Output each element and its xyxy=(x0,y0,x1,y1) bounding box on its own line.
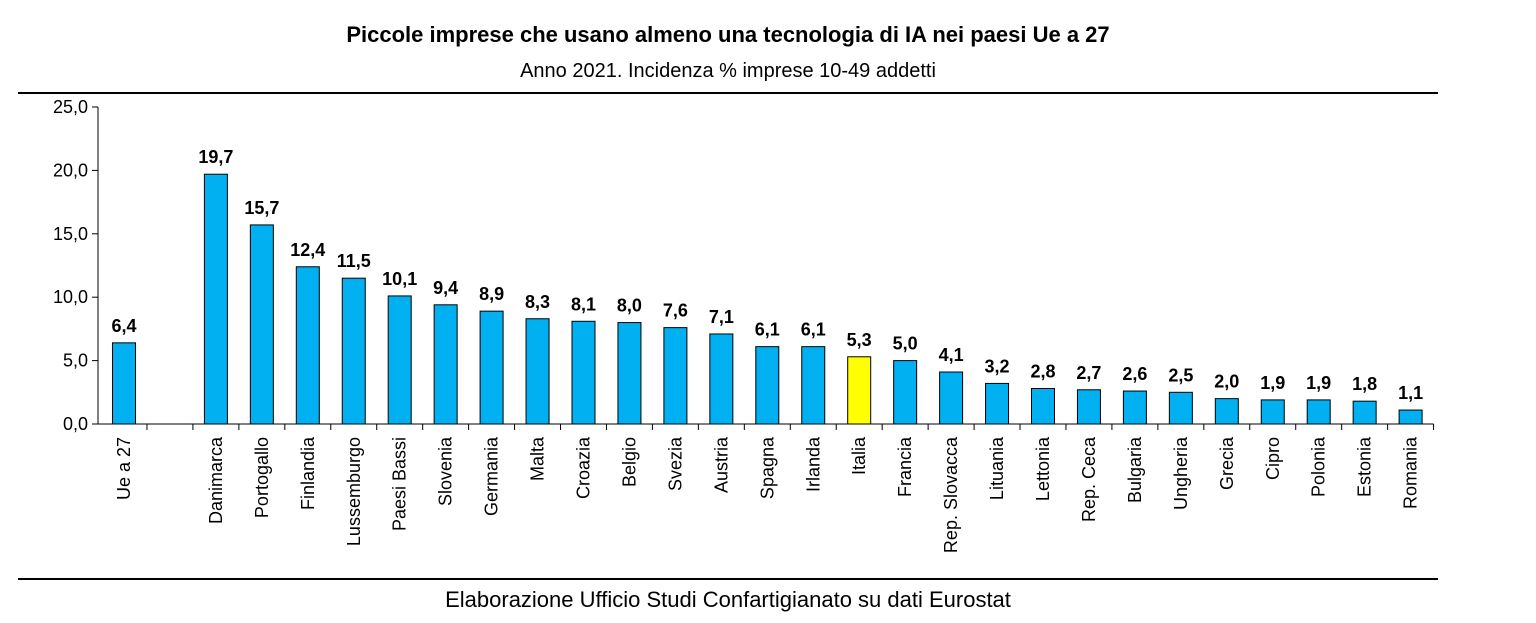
x-tick-label: Polonia xyxy=(1309,436,1329,497)
data-label: 1,9 xyxy=(1306,373,1331,393)
x-tick-label: Finlandia xyxy=(298,436,318,510)
bar xyxy=(801,346,826,425)
x-tick-label: Romania xyxy=(1401,436,1421,509)
bar xyxy=(1214,398,1239,425)
x-tick-label: Estonia xyxy=(1355,436,1375,497)
bar xyxy=(203,173,228,425)
x-tick-label: Portogallo xyxy=(252,437,272,518)
bar xyxy=(1260,399,1285,425)
bar xyxy=(479,310,504,425)
bar xyxy=(341,277,366,425)
bar xyxy=(939,371,964,425)
data-label: 19,7 xyxy=(198,147,233,167)
data-label: 8,0 xyxy=(617,296,642,316)
x-tick-label: Rep. Slovacca xyxy=(941,436,961,553)
data-label: 5,0 xyxy=(893,334,918,354)
bar xyxy=(1398,409,1423,425)
bar xyxy=(663,327,688,425)
bar xyxy=(1306,399,1331,425)
x-tick-label: Svezia xyxy=(665,436,685,491)
top-divider xyxy=(18,92,1438,94)
data-label: 2,5 xyxy=(1168,365,1193,385)
bottom-divider xyxy=(18,578,1438,580)
data-label: 11,5 xyxy=(337,251,371,271)
bar xyxy=(112,342,136,425)
x-tick-label: Ue a 27 xyxy=(114,437,134,500)
data-label: 9,4 xyxy=(433,278,458,298)
data-label: 12,4 xyxy=(290,240,325,260)
data-label: 2,0 xyxy=(1214,372,1239,392)
data-label: 3,2 xyxy=(985,356,1010,376)
x-tick-label: Lussemburgo xyxy=(344,437,364,546)
bar xyxy=(1031,387,1055,425)
y-tick-label: 20,0 xyxy=(53,160,88,180)
x-tick-label: Croazia xyxy=(574,436,594,499)
x-tick-label: Grecia xyxy=(1217,436,1237,490)
data-label: 8,3 xyxy=(525,292,550,312)
bar xyxy=(387,295,412,425)
data-label: 8,9 xyxy=(479,284,504,304)
y-tick-label: 25,0 xyxy=(53,97,88,117)
bar xyxy=(617,322,642,425)
x-tick-label: Belgio xyxy=(619,437,639,487)
x-tick-label: Bulgaria xyxy=(1125,436,1145,503)
data-label: 4,1 xyxy=(939,345,964,365)
x-tick-label: Irlanda xyxy=(803,436,823,492)
bar xyxy=(985,382,1010,425)
y-tick-label: 10,0 xyxy=(53,287,88,307)
x-tick-label: Lettonia xyxy=(1033,436,1053,501)
data-label: 6,4 xyxy=(111,316,136,336)
data-label: 2,8 xyxy=(1030,361,1055,381)
x-tick-label: Paesi Bassi xyxy=(390,437,410,531)
x-tick-label: Malta xyxy=(528,436,548,481)
chart-title: Piccole imprese che usano almeno una tec… xyxy=(346,22,1110,47)
data-label: 2,6 xyxy=(1122,364,1147,384)
data-label: 1,8 xyxy=(1352,374,1377,394)
x-tick-label: Rep. Ceca xyxy=(1079,436,1099,522)
x-tick-label: Austria xyxy=(711,436,731,493)
bar xyxy=(249,224,274,425)
bar xyxy=(1076,389,1101,425)
bar xyxy=(1122,390,1147,425)
data-label: 7,1 xyxy=(709,307,734,327)
data-label: 8,1 xyxy=(571,294,596,314)
x-tick-label: Cipro xyxy=(1263,437,1283,480)
x-tick-label: Ungheria xyxy=(1171,436,1191,510)
data-label: 15,7 xyxy=(244,198,279,218)
bar-highlight xyxy=(847,356,872,425)
bar xyxy=(755,346,780,425)
data-label: 7,6 xyxy=(663,301,688,321)
x-tick-label: Spagna xyxy=(757,436,777,499)
bar xyxy=(295,266,320,425)
bar xyxy=(433,304,458,425)
y-tick-label: 0,0 xyxy=(63,414,88,434)
data-label: 1,1 xyxy=(1398,383,1423,403)
x-tick-label: Germania xyxy=(482,436,502,516)
bar xyxy=(571,320,596,425)
x-tick-label: Lituania xyxy=(987,436,1007,500)
data-label: 6,1 xyxy=(801,320,826,340)
x-tick-label: Italia xyxy=(849,436,869,475)
data-label: 2,7 xyxy=(1076,363,1101,383)
chart-subtitle: Anno 2021. Incidenza % imprese 10-49 add… xyxy=(520,60,936,82)
data-label: 5,3 xyxy=(847,330,872,350)
x-tick-label: Francia xyxy=(895,436,915,497)
bar xyxy=(893,360,918,425)
x-tick-label: Slovenia xyxy=(436,436,456,506)
y-tick-label: 5,0 xyxy=(63,351,88,371)
x-tick-label: Danimarca xyxy=(206,436,226,524)
bar xyxy=(1168,391,1193,425)
data-label: 1,9 xyxy=(1260,373,1285,393)
y-tick-label: 15,0 xyxy=(53,224,88,244)
data-label: 10,1 xyxy=(382,269,417,289)
data-label: 6,1 xyxy=(755,320,780,340)
bar xyxy=(709,333,734,425)
bar xyxy=(1352,400,1377,425)
source-note: Elaborazione Ufficio Studi Confartigiana… xyxy=(445,587,1011,612)
bar xyxy=(525,318,550,425)
